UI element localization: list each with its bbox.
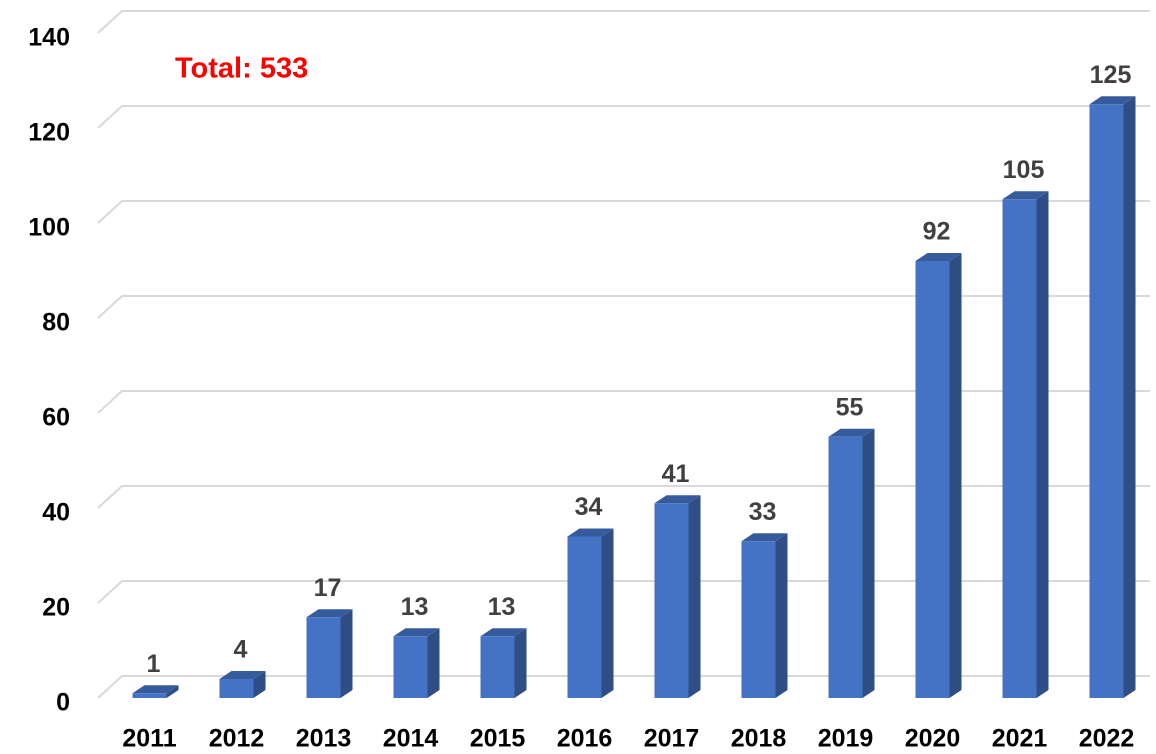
bar-side xyxy=(514,628,527,698)
x-tick-label: 2019 xyxy=(818,725,874,753)
value-label: 13 xyxy=(488,593,516,621)
bar-side xyxy=(1036,191,1049,698)
bar-top xyxy=(219,671,266,679)
bar-side xyxy=(688,495,701,698)
grid-line xyxy=(97,200,1150,224)
grid-line xyxy=(97,105,1150,129)
x-tick-label: 2016 xyxy=(557,725,613,753)
x-tick-label: 2022 xyxy=(1079,725,1135,753)
bar xyxy=(1089,104,1124,698)
value-label: 92 xyxy=(923,218,951,246)
grid-line xyxy=(97,580,1150,604)
bar-top xyxy=(393,628,440,637)
bar-top xyxy=(828,428,875,437)
bar-top xyxy=(1002,191,1049,200)
bar-top xyxy=(654,495,701,504)
bar-side xyxy=(949,253,962,698)
x-tick-label: 2018 xyxy=(731,725,787,753)
y-tick-label: 40 xyxy=(42,499,70,527)
value-label: 4 xyxy=(234,636,248,664)
bar xyxy=(567,536,602,698)
bar xyxy=(915,261,950,698)
bar-top xyxy=(567,528,614,537)
bar-side xyxy=(601,528,614,698)
bar-side xyxy=(340,609,353,698)
bar-top xyxy=(132,685,179,694)
bar-top xyxy=(1089,96,1136,105)
y-tick-label: 60 xyxy=(42,404,70,432)
grid-line xyxy=(97,485,1150,509)
x-tick-label: 2015 xyxy=(470,725,526,753)
x-tick-label: 2017 xyxy=(644,725,700,753)
value-label: 41 xyxy=(662,460,690,488)
bar xyxy=(828,436,863,698)
bar-side xyxy=(1123,96,1136,698)
bar-top xyxy=(915,253,962,261)
value-label: 125 xyxy=(1090,61,1132,89)
y-tick-label: 20 xyxy=(42,594,70,622)
grid-line xyxy=(97,675,1150,699)
bar xyxy=(654,503,689,698)
value-label: 55 xyxy=(836,393,864,421)
x-tick-label: 2020 xyxy=(905,725,961,753)
bar-top xyxy=(306,609,353,618)
value-label: 1 xyxy=(147,650,161,678)
x-tick-label: 2014 xyxy=(383,725,439,753)
bar xyxy=(393,636,428,698)
bar-side xyxy=(427,628,440,698)
annotation: Total: 533 xyxy=(175,53,308,85)
bar xyxy=(480,636,515,698)
bar xyxy=(741,541,776,698)
x-tick-label: 2021 xyxy=(992,725,1048,753)
grid-line xyxy=(97,10,1150,34)
value-label: 13 xyxy=(401,593,429,621)
bar xyxy=(219,679,254,698)
bar-top xyxy=(741,533,788,542)
grid-line xyxy=(97,295,1150,319)
bar-side xyxy=(862,428,875,698)
value-label: 17 xyxy=(314,574,342,602)
bar-top xyxy=(480,628,527,637)
bar xyxy=(1002,199,1037,698)
x-tick-label: 2011 xyxy=(122,725,176,753)
y-tick-label: 80 xyxy=(42,309,70,337)
bar xyxy=(306,617,341,698)
bar-side xyxy=(166,685,179,698)
grid-line xyxy=(97,390,1150,414)
y-tick-label: 120 xyxy=(28,119,70,147)
y-tick-label: 0 xyxy=(56,689,70,717)
value-label: 105 xyxy=(1003,156,1045,184)
bar-side xyxy=(253,671,266,698)
y-tick-label: 100 xyxy=(28,214,70,242)
y-tick-label: 140 xyxy=(28,24,70,52)
value-label: 34 xyxy=(575,493,603,521)
bar-side xyxy=(775,533,788,698)
x-tick-label: 2012 xyxy=(209,725,265,753)
bar xyxy=(132,693,167,698)
x-tick-label: 2013 xyxy=(296,725,352,753)
value-label: 33 xyxy=(749,498,777,526)
